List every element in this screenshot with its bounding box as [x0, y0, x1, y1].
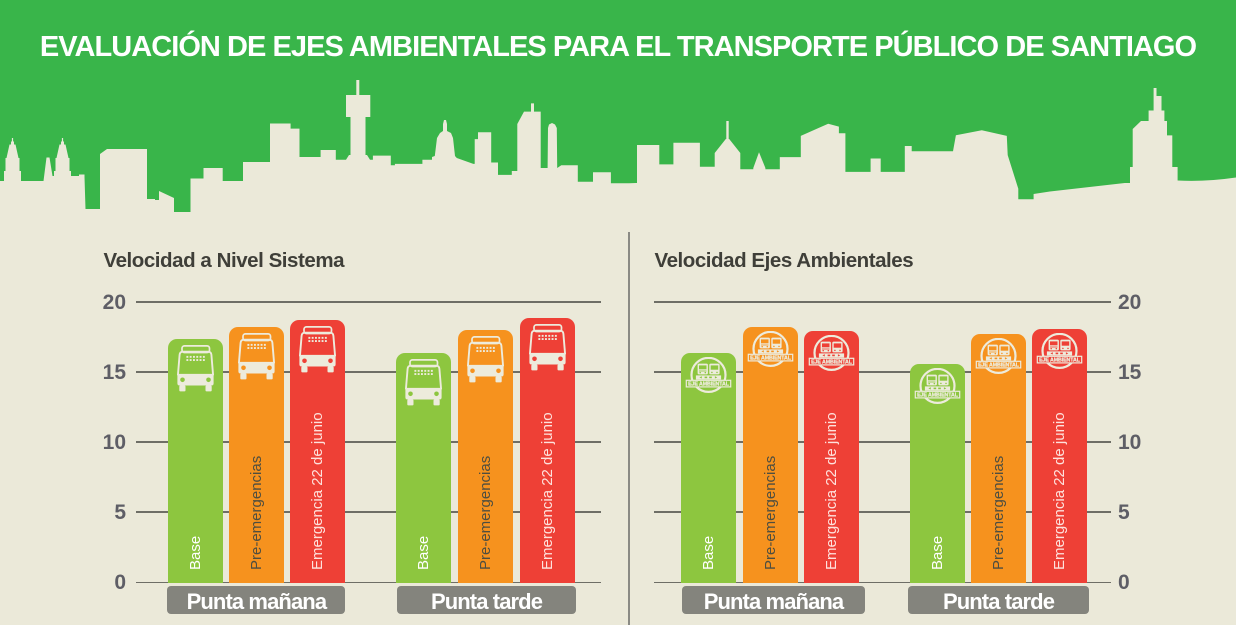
svg-text:EJE AMBIENTAL: EJE AMBIENTAL — [917, 393, 959, 399]
svg-text:EJE AMBIENTAL: EJE AMBIENTAL — [750, 356, 792, 362]
svg-text:EJE AMBIENTAL: EJE AMBIENTAL — [978, 363, 1020, 369]
svg-text:EJE AMBIENTAL: EJE AMBIENTAL — [1039, 358, 1081, 364]
svg-text:EJE AMBIENTAL: EJE AMBIENTAL — [688, 382, 730, 388]
svg-text:EJE AMBIENTAL: EJE AMBIENTAL — [811, 360, 853, 366]
